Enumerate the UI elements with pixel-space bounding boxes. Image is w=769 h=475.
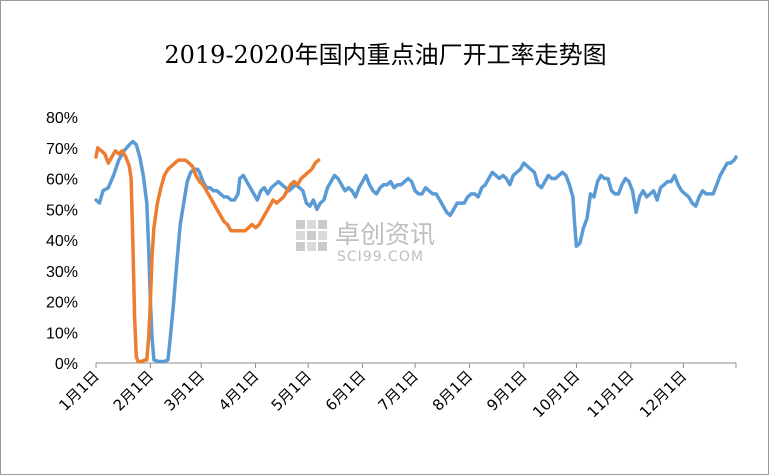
x-tick-label: 9月1日 (483, 367, 530, 414)
x-tick-label: 8月1日 (429, 367, 476, 414)
watermark-en: SCI99.COM (337, 249, 424, 265)
y-tick-label: 80% (46, 110, 78, 127)
x-tick-label: 6月1日 (322, 367, 369, 414)
chart-title: 2019-2020年国内重点油厂开工率走势图 (164, 41, 607, 69)
x-tick-label: 10月1日 (529, 367, 583, 421)
watermark-cn: 卓创资讯 (335, 220, 435, 249)
watermark: 卓创资讯 SCI99.COM (296, 220, 435, 265)
x-tick-label: 4月1日 (215, 367, 262, 414)
x-tick-label: 7月1日 (375, 367, 422, 414)
y-tick-label: 40% (46, 233, 78, 250)
y-tick-label: 60% (46, 172, 78, 189)
x-tick-labels: 1月1日 2月1日 3月1日 4月1日 5月1日 6月1日 7月1日 8月1日 9月1日10月1… (55, 367, 690, 421)
series-line-2 (94, 146, 321, 364)
series-layer (94, 139, 738, 364)
x-tick-label: 3月1日 (161, 367, 208, 414)
axes (95, 362, 737, 368)
x-tick-label: 5月1日 (268, 367, 315, 414)
x-tick-label: 11月1日 (583, 367, 637, 421)
y-tick-label: 30% (46, 264, 78, 281)
watermark-logo-icon (296, 220, 327, 251)
x-tick-label: 2月1日 (110, 367, 157, 414)
y-tick-label: 20% (46, 295, 78, 312)
y-tick-label: 50% (46, 202, 78, 219)
x-tick-label: 1月1日 (55, 367, 102, 414)
y-tick-label: 10% (46, 325, 78, 342)
x-tick-label: 12月1日 (636, 367, 690, 421)
y-tick-labels: 0% 10% 20% 30% 40% 50% 60% 70% 80% (46, 110, 78, 373)
y-tick-label: 0% (55, 356, 78, 373)
y-tick-label: 70% (46, 141, 78, 158)
